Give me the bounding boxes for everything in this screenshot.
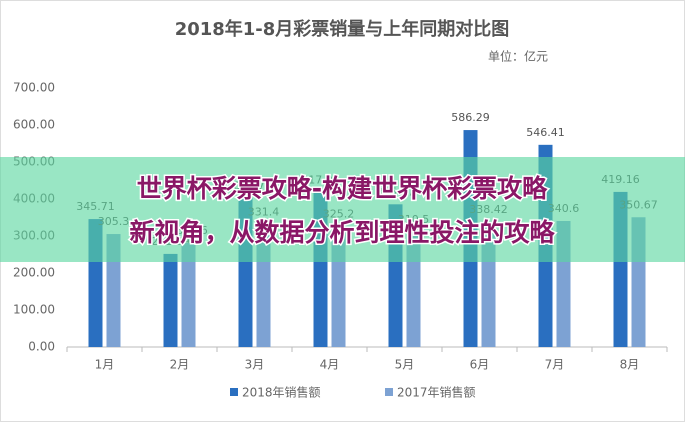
x-tick-label: 6月 bbox=[470, 358, 490, 372]
y-tick-label: 700.00 bbox=[13, 81, 55, 95]
banner-line: 世界杯彩票攻略-构建世界杯彩票攻略 bbox=[137, 174, 548, 203]
x-tick-label: 2月 bbox=[170, 358, 190, 372]
x-tick-label: 1月 bbox=[95, 358, 115, 372]
y-tick-label: 0.00 bbox=[28, 340, 55, 354]
x-tick-label: 5月 bbox=[395, 358, 415, 372]
x-tick-label: 3月 bbox=[245, 358, 265, 372]
chart-title: 2018年1-8月彩票销量与上年同期对比图 bbox=[175, 18, 510, 40]
x-tick-label: 4月 bbox=[320, 358, 340, 372]
legend-label: 2018年销售额 bbox=[242, 385, 321, 400]
legend-label: 2017年销售额 bbox=[397, 385, 476, 400]
overlay-banner bbox=[0, 157, 685, 262]
banner-line: 新视角，从数据分析到理性投注的攻略 bbox=[129, 218, 555, 247]
x-tick-label: 7月 bbox=[545, 358, 565, 372]
legend-swatch bbox=[385, 388, 393, 396]
x-tick-label: 8月 bbox=[620, 358, 640, 372]
unit-label: 单位：亿元 bbox=[488, 49, 548, 64]
bar bbox=[106, 234, 121, 347]
legend-swatch bbox=[230, 388, 238, 396]
value-label: 586.29 bbox=[451, 111, 490, 124]
y-tick-label: 600.00 bbox=[13, 118, 55, 132]
y-tick-label: 200.00 bbox=[13, 266, 55, 280]
bar bbox=[181, 242, 196, 347]
value-label: 546.41 bbox=[526, 126, 565, 139]
y-tick-label: 100.00 bbox=[13, 303, 55, 317]
bar bbox=[163, 253, 178, 347]
